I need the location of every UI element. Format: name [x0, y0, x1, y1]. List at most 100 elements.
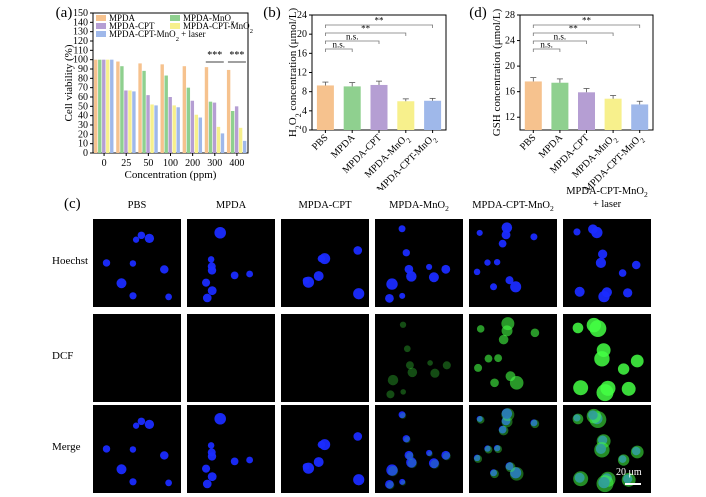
micrograph-hoechst [281, 219, 369, 307]
micrograph-dcf [281, 314, 369, 402]
text-part: MPDA-MnO [183, 13, 232, 23]
dcf-signal [573, 380, 589, 396]
dcf-signal [505, 462, 516, 473]
column-label-text: MPDA-CPT-MnO [566, 186, 644, 197]
nucleus [426, 263, 433, 270]
y-tick-label-d: 12 [505, 112, 515, 123]
x-tick-label-b: PBS [310, 132, 330, 152]
y-tick-label-a: 110 [73, 45, 88, 56]
nucleus [129, 446, 137, 453]
row-label: DCF [52, 350, 74, 362]
x-tick-label-a: 100 [163, 158, 178, 169]
dcf-signal [403, 345, 411, 353]
y-tick-label-a: 70 [78, 83, 88, 94]
legend-swatch-a [96, 15, 106, 21]
nucleus [214, 412, 226, 425]
dcf-signal [596, 475, 614, 493]
bar-a [124, 90, 128, 153]
micrograph-canvas [102, 417, 172, 487]
dcf-signal [430, 368, 440, 378]
nucleus [505, 276, 514, 285]
subscript: 2 [612, 136, 620, 144]
y-tick-label-a: 40 [78, 111, 88, 122]
dcf-signal [476, 416, 485, 424]
nucleus [493, 444, 501, 452]
x-tick-label-a: 200 [185, 158, 200, 169]
y-tick-label-d: 16 [505, 87, 515, 98]
micrograph-canvas [302, 432, 365, 486]
scale-bar-label: 20 μm [616, 467, 642, 478]
micrograph-canvas [572, 408, 644, 493]
bar-d [604, 98, 622, 130]
dcf-signal [501, 317, 515, 331]
legend-label-a: MPDA [109, 13, 136, 23]
micrograph-canvas [281, 314, 369, 402]
nucleus [353, 432, 363, 441]
nucleus [313, 271, 324, 281]
column-label: MPDA-CPT-MnO2 [459, 200, 567, 213]
nucleus [501, 222, 513, 233]
micrograph-dcf [93, 314, 181, 402]
bar-a [234, 106, 239, 153]
dcf-signal [572, 413, 584, 425]
nucleus [165, 293, 172, 301]
dcf-signal [427, 360, 433, 366]
column-label-text: MPDA [215, 200, 247, 211]
row-label: Hoechst [52, 255, 89, 267]
column-label-subscript: 2 [550, 204, 554, 214]
dcf-signal [407, 458, 418, 469]
nucleus [623, 288, 633, 298]
nucleus [399, 292, 406, 299]
subscript: 2 [294, 125, 303, 129]
nucleus [598, 290, 610, 303]
subscript: 2 [639, 136, 647, 144]
nucleus [129, 292, 137, 300]
bar-a [120, 66, 124, 153]
legend-label-a: MPDA-CPT [109, 21, 155, 31]
y-tick-label-b: 20 [297, 29, 307, 40]
nucleus [202, 278, 211, 287]
y-tick-label-a: 140 [73, 17, 88, 28]
nucleus [386, 464, 398, 476]
micrograph-canvas [93, 314, 181, 402]
significance-bracket-d [532, 24, 641, 28]
nucleus [302, 276, 315, 288]
text-part: H [287, 129, 299, 137]
subscript: 2 [294, 113, 303, 117]
nucleus [588, 224, 598, 234]
significance-bracket-b [325, 40, 380, 44]
nucleus [313, 457, 324, 467]
column-label-text: PBS [127, 200, 147, 211]
nucleus [207, 472, 217, 482]
micrograph-canvas [473, 222, 538, 293]
bar-a [98, 59, 102, 153]
dcf-signal [403, 436, 411, 444]
bar-a [230, 111, 235, 153]
micrograph-canvas [573, 224, 641, 303]
column-label: MPDA-MnO2 [365, 200, 473, 213]
micrograph-canvas [187, 314, 275, 402]
y-axis-label-a: Cell viability (%) [63, 44, 75, 121]
column-label: PBS [83, 200, 191, 211]
bar-a [198, 117, 203, 153]
nucleus [202, 293, 212, 303]
nucleus [476, 415, 483, 422]
nucleus [353, 474, 365, 486]
y-tick-label-a: 120 [73, 36, 88, 47]
nucleus [398, 411, 406, 419]
nucleus [132, 236, 140, 243]
y-tick-label-a: 20 [78, 129, 88, 140]
nucleus [631, 260, 641, 270]
dcf-signal [594, 442, 610, 458]
legend-label-a: MPDA-CPT-MnO2 [183, 21, 253, 35]
nucleus [476, 229, 483, 236]
dcf-signal [596, 384, 614, 402]
nucleus [386, 278, 398, 290]
nucleus [317, 254, 326, 263]
column-label-subscript: 2 [445, 204, 449, 214]
y-tick-label-b: 4 [302, 106, 307, 117]
dcf-signal [586, 408, 602, 424]
bar-b [397, 101, 415, 130]
micrograph-dcf [375, 314, 463, 402]
y-tick-label-a: 10 [78, 139, 88, 150]
